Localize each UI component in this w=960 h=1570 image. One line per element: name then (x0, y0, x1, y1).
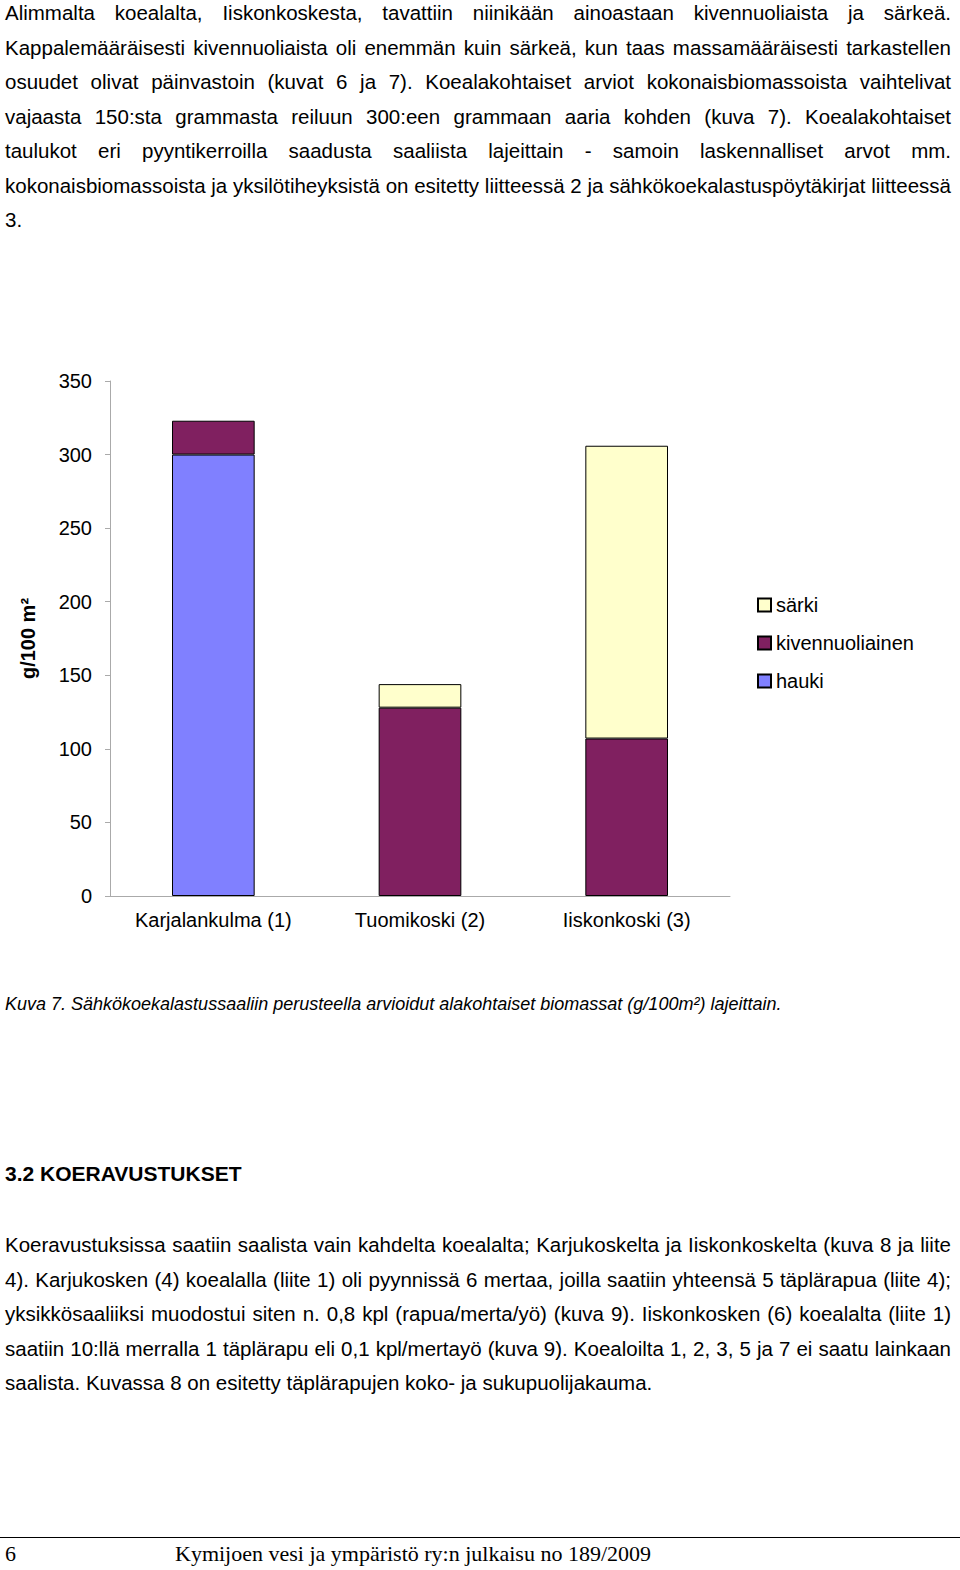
html-text:6: 6 (5, 1541, 16, 1566)
svg-text:kivennuoliainen: kivennuoliainen (776, 632, 914, 654)
html-text:Kymijoen vesi ja ympäristö ry:: Kymijoen vesi ja ympäristö ry:n julkaisu… (175, 1541, 651, 1566)
html-text:Kuva 7. Sähkökoekalastussaalii: Kuva 7. Sähkökoekalastussaaliin perustee… (5, 994, 782, 1014)
svg-text:350: 350 (59, 370, 92, 392)
svg-text:150: 150 (59, 664, 92, 686)
svg-text:300: 300 (59, 444, 92, 466)
svg-text:100: 100 (59, 738, 92, 760)
svg-text:250: 250 (59, 517, 92, 539)
svg-text:Karjalankulma (1): Karjalankulma (1) (135, 909, 292, 931)
html-text:Koeravustuksissa saatiin saali: Koeravustuksissa saatiin saalista vain k… (5, 1233, 951, 1394)
svg-text:Iiskonkoski (3): Iiskonkoski (3) (563, 909, 691, 931)
svg-text:50: 50 (70, 811, 92, 833)
html-text:Alimmalta koealalta, Iiskonkos: Alimmalta koealalta, Iiskonkoskesta, tav… (5, 1, 951, 231)
svg-text:Tuomikoski (2): Tuomikoski (2) (355, 909, 485, 931)
html-text:3.2 KOERAVUSTUKSET: 3.2 KOERAVUSTUKSET (5, 1162, 242, 1185)
svg-text:särki: särki (776, 594, 818, 616)
svg-text:200: 200 (59, 591, 92, 613)
svg-text:g/100 m²: g/100 m² (17, 598, 39, 679)
svg-text:hauki: hauki (776, 670, 824, 692)
svg-text:0: 0 (81, 885, 92, 907)
